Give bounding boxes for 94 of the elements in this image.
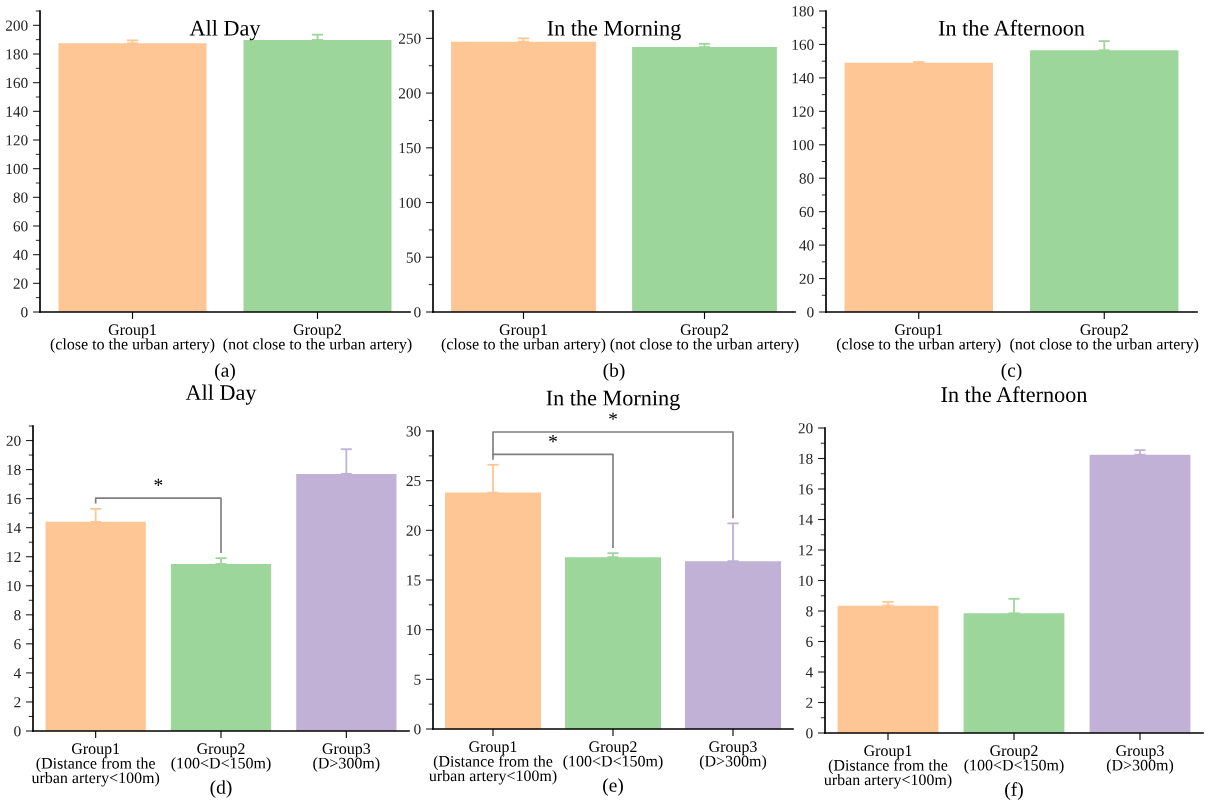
y-tick-label: 180	[792, 6, 814, 17]
y-tick-label: 8	[806, 606, 813, 617]
text: (e)	[603, 778, 623, 796]
x-tick-label: Group1 (Distance from the urban artery<100m)	[31, 743, 160, 787]
y-tick-label: 5	[414, 674, 421, 685]
y-tick-label: 12	[7, 551, 21, 563]
y-tick-label: 250	[398, 33, 421, 44]
x-tick-label: Group3 (D>300m)	[1106, 745, 1174, 774]
text: (d)	[210, 780, 232, 798]
x-tick-label: Group3 (D>300m)	[313, 743, 380, 772]
x-tick-label: Group1 (Distance from the urban artery<100m)	[824, 745, 952, 789]
bar	[45, 521, 146, 731]
bar	[963, 613, 1065, 733]
y-tick-label: 200	[5, 20, 28, 31]
bar	[296, 473, 397, 731]
bar	[1089, 454, 1191, 733]
y-tick-label: 150	[399, 142, 421, 154]
y-tick-label: 20	[798, 423, 813, 434]
bar	[170, 563, 272, 731]
y-tick-label: 40	[799, 240, 814, 251]
y-tick-label: 40	[13, 249, 28, 261]
y-tick-label: 160	[6, 77, 28, 89]
y-tick-label: 80	[13, 192, 28, 203]
y-tick-label: 100	[6, 163, 28, 175]
x-tick-label: Group1 (Distance from the urban artery<100m)	[429, 741, 557, 785]
bar	[565, 557, 661, 729]
chart-title: All Day	[189, 20, 261, 41]
y-tick-label: 60	[13, 221, 28, 232]
y-tick-label: 4	[805, 667, 813, 678]
y-tick-label: 120	[6, 135, 28, 146]
y-tick-label: 10	[7, 580, 21, 592]
y-tick-label: 50	[406, 252, 421, 263]
chart-title: In the Afternoon	[941, 386, 1088, 403]
y-tick-label: 0	[21, 307, 28, 318]
text: *	[609, 412, 617, 420]
y-tick-label: 16	[799, 484, 813, 495]
bar	[685, 561, 781, 729]
y-tick-label: 0	[806, 728, 813, 739]
y-tick-label: 140	[792, 73, 814, 84]
x-tick-label: Group2 (100<D<150m)	[964, 745, 1064, 774]
y-tick-label: 20	[799, 273, 814, 285]
y-tick-label: 100	[399, 197, 421, 208]
chart-title: In the Morning	[547, 20, 681, 41]
y-tick-label: 8	[14, 609, 21, 621]
y-tick-label: 18	[799, 453, 813, 464]
text: (f)	[1005, 782, 1023, 800]
x-tick-label: Group2 (not close to the urban artery)	[1010, 324, 1199, 353]
y-tick-label: 0	[414, 307, 421, 318]
y-tick-label: 14	[799, 514, 813, 525]
x-tick-label: Group2 (not close to the urban artery)	[223, 324, 412, 353]
x-tick-label: Group1 (close to the urban artery)	[50, 324, 215, 353]
bar	[837, 605, 939, 733]
y-tick-label: 120	[792, 106, 814, 117]
y-tick-label: 14	[7, 522, 21, 533]
y-tick-label: 6	[806, 636, 813, 647]
chart-title: In the Morning	[546, 389, 680, 411]
y-tick-label: 0	[14, 726, 21, 737]
annotation: *	[154, 478, 163, 486]
y-tick-label: 0	[807, 307, 814, 318]
y-tick-label: 100	[792, 139, 814, 151]
annotation: *	[549, 435, 557, 443]
x-tick-label: Group1 (close to the urban artery)	[836, 324, 1001, 353]
chart-title: In the Afternoon	[938, 19, 1085, 36]
y-tick-label: 10	[407, 624, 421, 636]
text: (b)	[603, 363, 625, 381]
text: (a)	[215, 363, 235, 381]
y-tick-label: 20	[406, 525, 421, 536]
y-tick-label: 180	[6, 49, 28, 60]
y-tick-label: 16	[7, 493, 21, 505]
x-tick-label: Group3 (D>300m)	[699, 741, 767, 770]
x-tick-label: Group2 (100<D<150m)	[171, 743, 271, 772]
x-tick-label: Group2 (not close to the urban artery)	[610, 324, 799, 353]
y-tick-label: 4	[13, 668, 21, 679]
y-tick-label: 25	[406, 475, 421, 487]
y-tick-label: 2	[14, 697, 21, 708]
y-tick-label: 12	[799, 545, 813, 556]
y-tick-label: 200	[398, 88, 421, 99]
y-tick-label: 2	[806, 697, 813, 708]
y-tick-label: 30	[406, 426, 421, 437]
text: (c)	[1001, 363, 1022, 381]
y-tick-label: 15	[407, 575, 421, 586]
x-tick-label: Group2 (100<D<150m)	[563, 741, 663, 770]
y-tick-label: 18	[7, 464, 21, 476]
y-tick-label: 10	[799, 575, 813, 586]
y-tick-label: 0	[414, 724, 421, 735]
chart-title: All Day	[185, 384, 257, 405]
y-tick-label: 20	[6, 435, 21, 446]
y-tick-label: 20	[13, 278, 28, 289]
y-tick-label: 160	[792, 39, 814, 50]
y-tick-label: 60	[799, 206, 814, 218]
y-tick-label: 6	[14, 639, 21, 650]
x-tick-label: Group1 (close to the urban artery)	[441, 324, 606, 353]
y-tick-label: 80	[799, 173, 814, 184]
y-tick-label: 140	[6, 106, 28, 117]
